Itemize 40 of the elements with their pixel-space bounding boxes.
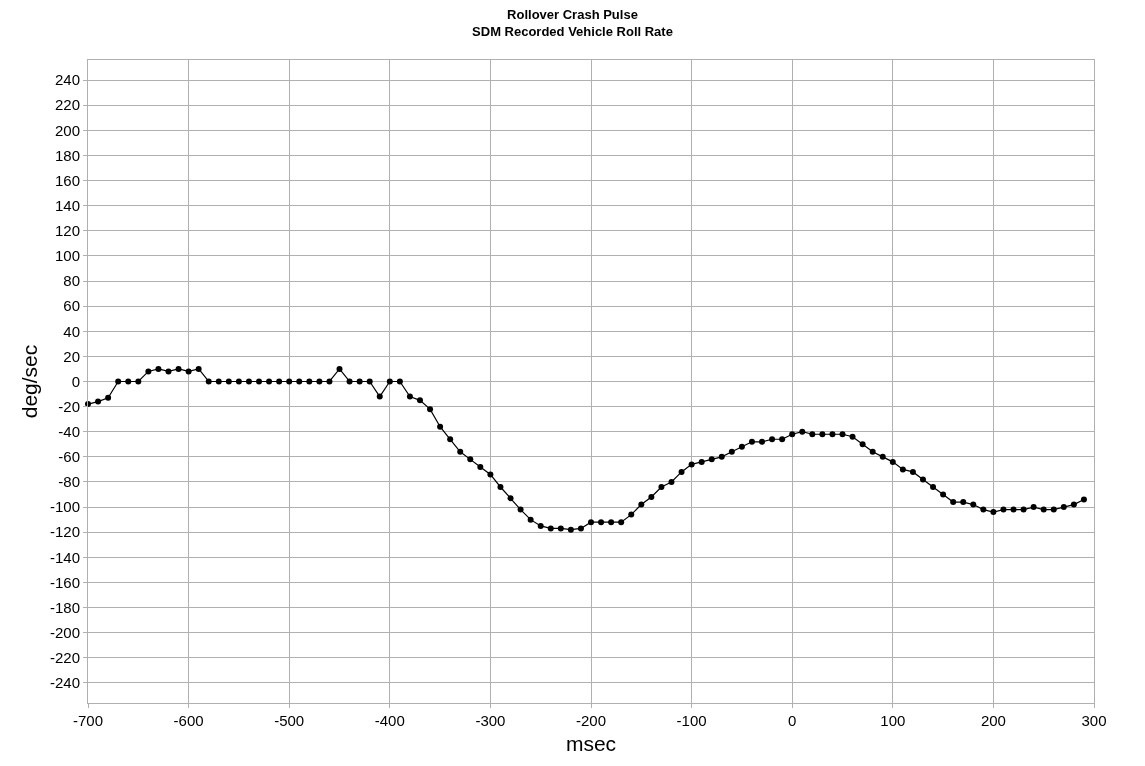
y-tick-label: -80 — [58, 473, 80, 491]
y-tick-label: 100 — [54, 247, 80, 265]
y-tick-label: 80 — [63, 272, 80, 290]
y-tick-label: 200 — [54, 121, 80, 139]
y-tick-label: 20 — [63, 347, 80, 365]
x-axis-title: msec — [565, 732, 617, 756]
x-tick-label: -300 — [475, 712, 506, 729]
y-tick-label: -220 — [49, 649, 80, 667]
chart-title: Rollover Crash Pulse — [507, 7, 638, 23]
y-tick-label: 220 — [54, 96, 80, 114]
y-tick-label: -20 — [58, 397, 80, 415]
chart-subtitle: SDM Recorded Vehicle Roll Rate — [472, 24, 673, 40]
y-tick-label: -240 — [49, 674, 80, 692]
x-tick-label: -100 — [676, 712, 707, 729]
y-tick-label: 120 — [54, 222, 80, 240]
y-tick-label: 40 — [63, 322, 80, 340]
y-tick-label: 140 — [54, 196, 80, 214]
x-tick-label: 0 — [788, 712, 797, 729]
x-tick-label: -700 — [72, 712, 104, 729]
x-tick-label: 300 — [1081, 712, 1107, 729]
y-tick-label: 180 — [54, 146, 80, 164]
x-tick-label: 100 — [880, 712, 906, 729]
x-tick-label: 200 — [980, 712, 1006, 729]
y-tick-label: -200 — [49, 623, 80, 641]
y-tick-label: -120 — [49, 523, 80, 541]
y-tick-label: -40 — [58, 422, 80, 440]
x-tick-label: -400 — [374, 712, 405, 729]
y-tick-label: -60 — [58, 448, 80, 466]
y-tick-label: 160 — [54, 171, 80, 189]
y-tick-label: 0 — [71, 372, 80, 390]
x-tick-label: -600 — [173, 712, 204, 729]
y-tick-label: -160 — [49, 573, 80, 591]
y-tick-label: -140 — [49, 548, 80, 566]
x-tick-label: -500 — [274, 712, 305, 729]
x-tick-label: -200 — [575, 712, 607, 729]
y-tick-label: -180 — [49, 598, 80, 616]
y-tick-label: 240 — [54, 71, 80, 89]
y-tick-label: 60 — [63, 297, 80, 315]
y-axis-title: deg/sec — [18, 344, 42, 419]
y-tick-label: -100 — [49, 498, 80, 516]
